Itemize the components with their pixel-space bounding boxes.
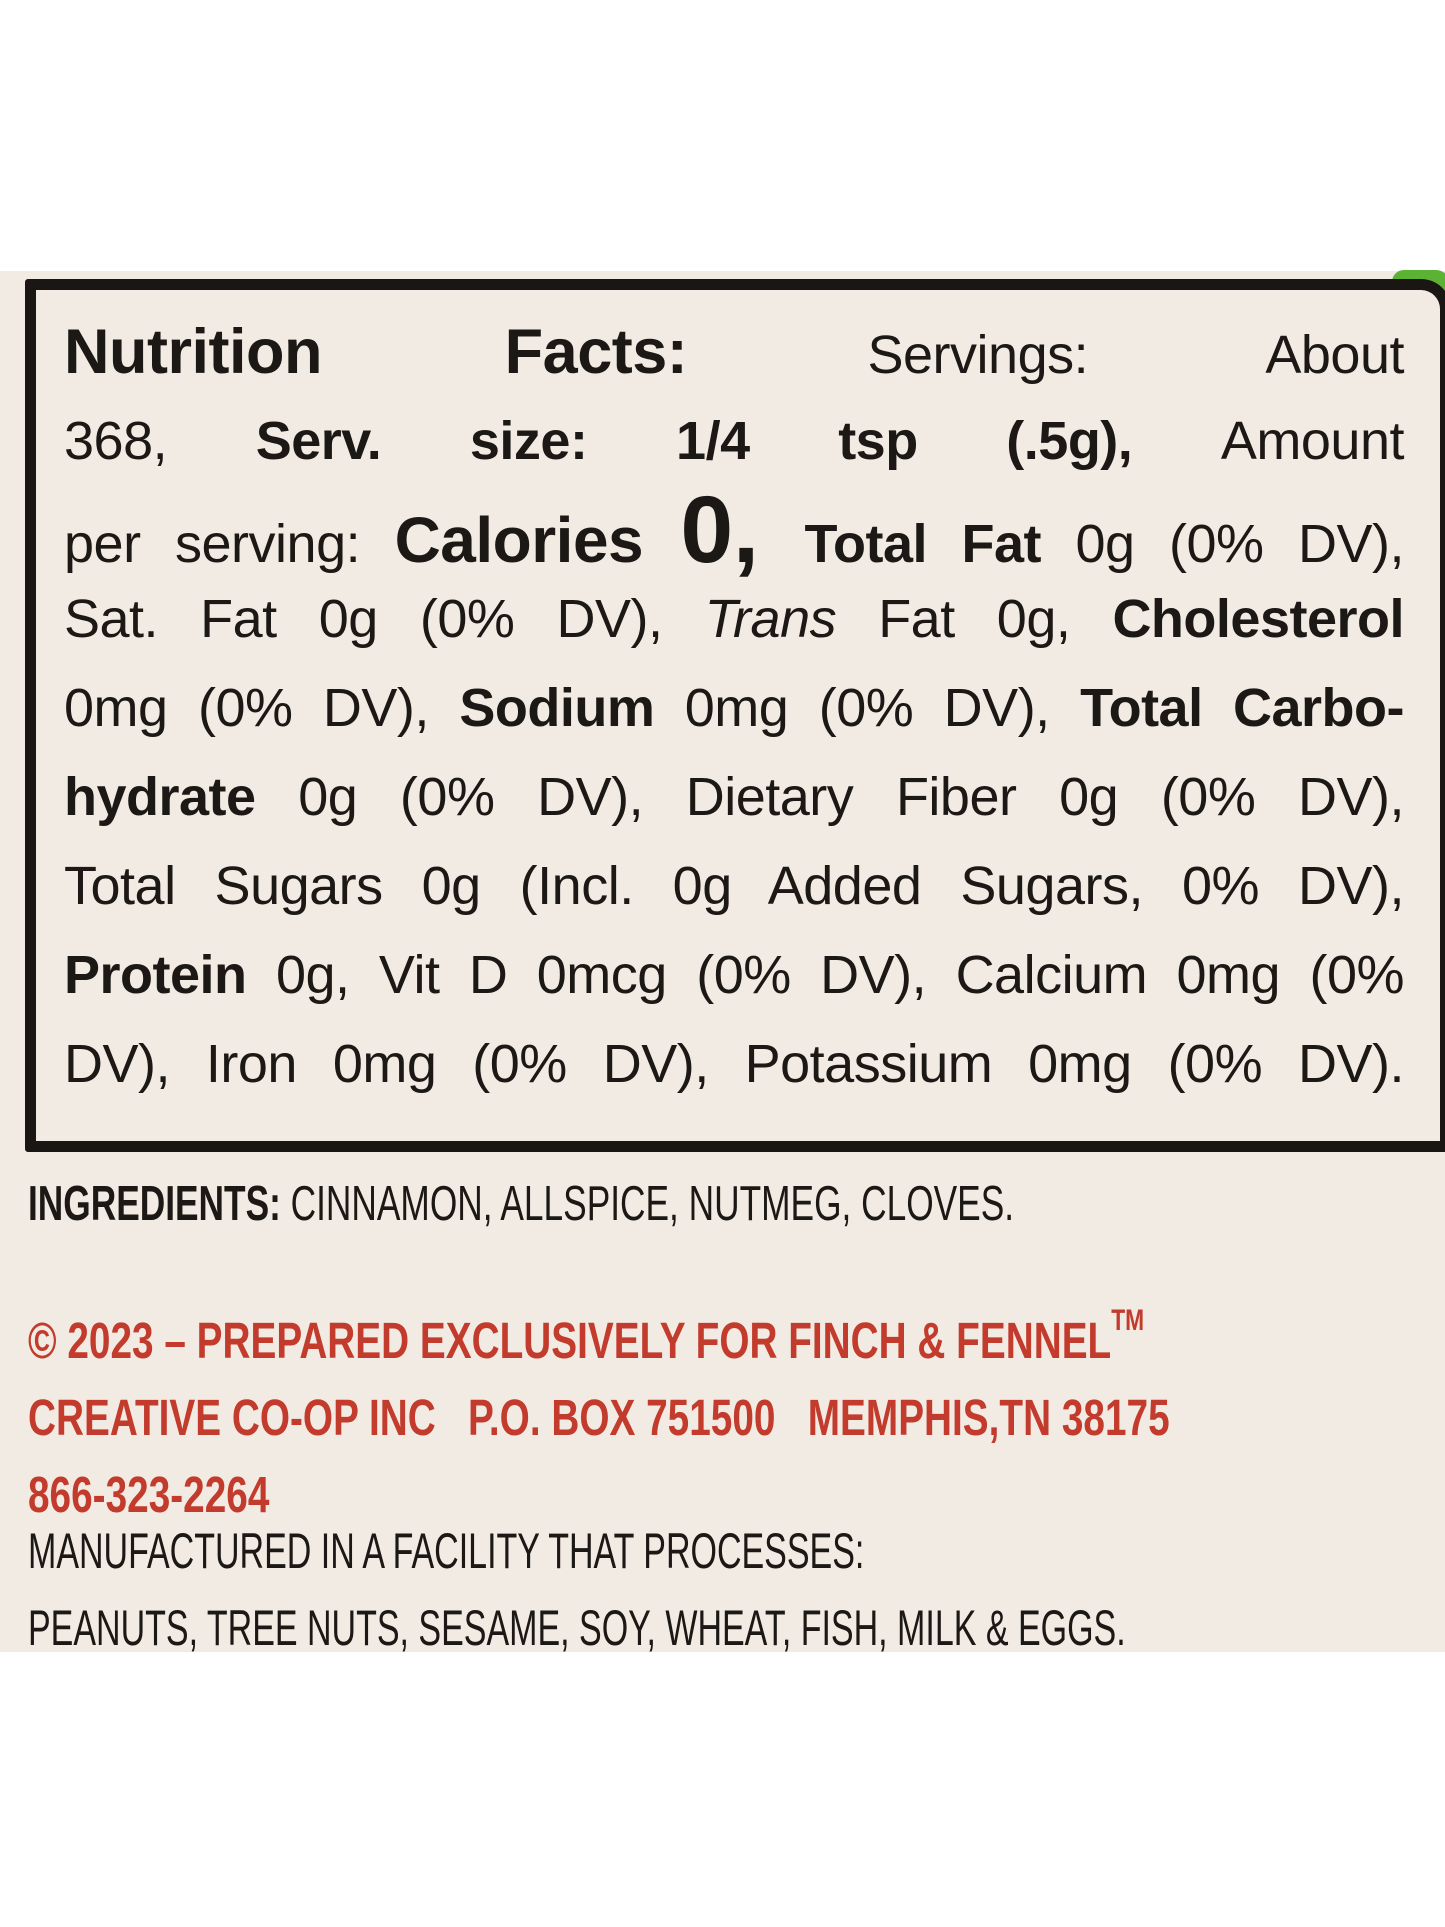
amount-text: Amount: [1220, 411, 1405, 471]
allergen-list: PEANUTS, TREE NUTS, SESAME, SOY, WHEAT, …: [28, 1600, 1126, 1656]
protein-label: Protein: [64, 945, 276, 1005]
protein-vitd-calcium-values: 0g, Vit D 0mcg (0% DV), Calcium 0mg (0%: [275, 945, 1405, 1005]
nutrition-line-5: 0mg (0% DV), Sodium 0mg (0% DV), Total C…: [64, 664, 1405, 753]
sat-fat-text: Sat. Fat 0g (0% DV),: [64, 589, 705, 649]
iron-potassium-values: DV), Iron 0mg (0% DV), Potassium 0mg (0%…: [64, 1034, 1405, 1094]
per-serving-text: per serving:: [64, 514, 395, 574]
allergen-line-1: MANUFACTURED IN A FACILITY THAT PROCESSE…: [28, 1513, 1445, 1590]
allergen-line-2: PEANUTS, TREE NUTS, SESAME, SOY, WHEAT, …: [28, 1590, 1445, 1667]
total-carb-label-part1: Total Carbo-: [1080, 678, 1405, 738]
nutrition-facts-title: Nutrition Facts:: [64, 317, 688, 387]
nutrition-line-9: DV), Iron 0mg (0% DV), Potassium 0mg (0%…: [64, 1020, 1405, 1109]
copyright-line-1: © 2023 – PREPARED EXCLUSIVELY FOR FINCH …: [28, 1282, 1445, 1379]
serving-size-text: Serv. size: 1/4 tsp (.5g),: [255, 411, 1221, 471]
sodium-value: 0mg (0% DV),: [654, 678, 1081, 738]
allergen-section: MANUFACTURED IN A FACILITY THAT PROCESSE…: [28, 1513, 1445, 1667]
nutrition-line-1: Nutrition Facts: Servings: About: [64, 308, 1404, 397]
ingredients-line: INGREDIENTS: CINNAMON, ALLSPICE, NUTMEG,…: [28, 1178, 1014, 1230]
calories-value: 0,: [680, 477, 805, 583]
trans-fat-value: Fat 0g,: [836, 589, 1113, 649]
nutrition-line-4: Sat. Fat 0g (0% DV), Trans Fat 0g, Chole…: [64, 575, 1404, 664]
nutrition-line-8: Protein 0g, Vit D 0mcg (0% DV), Calcium …: [64, 931, 1405, 1020]
ingredients-label: INGREDIENTS:: [28, 1177, 281, 1231]
nutrition-line-7: Total Sugars 0g (Incl. 0g Added Sugars, …: [64, 842, 1405, 931]
calories-label: Calories: [394, 504, 681, 576]
servings-text: Servings: About: [687, 325, 1405, 385]
carb-fiber-values: 0g (0% DV), Dietary Fiber 0g (0% DV),: [298, 767, 1404, 827]
trademark-symbol: TM: [1111, 1304, 1145, 1337]
copyright-text: © 2023 – PREPARED EXCLUSIVELY FOR FINCH …: [28, 1312, 1112, 1369]
ingredients-list: CINNAMON, ALLSPICE, NUTMEG, CLOVES.: [280, 1177, 1015, 1231]
copyright-line-1-text-wrap: © 2023 – PREPARED EXCLUSIVELY FOR FINCH …: [28, 1282, 1144, 1379]
copyright-section: © 2023 – PREPARED EXCLUSIVELY FOR FINCH …: [28, 1282, 1445, 1533]
total-fat-label: Total Fat: [804, 514, 1076, 574]
company-address: CREATIVE CO-OP INC P.O. BOX 751500 MEMPH…: [28, 1389, 1170, 1446]
nutrition-facts-panel: Nutrition Facts: Servings: About 368, Se…: [25, 279, 1445, 1152]
trans-italic: Trans: [704, 589, 837, 649]
copyright-line-3: 866-323-2264: [28, 1456, 1445, 1533]
facility-statement: MANUFACTURED IN A FACILITY THAT PROCESSE…: [28, 1523, 865, 1579]
servings-count: 368,: [64, 411, 256, 471]
total-fat-value: 0g (0% DV),: [1075, 514, 1404, 574]
phone-number: 866-323-2264: [28, 1466, 270, 1523]
nutrition-line-2: 368, Serv. size: 1/4 tsp (.5g), Amount: [64, 397, 1405, 486]
nutrition-line-3: per serving: Calories 0, Total Fat 0g (0…: [64, 483, 1404, 578]
nutrition-line-6: hydrate 0g (0% DV), Dietary Fiber 0g (0%…: [64, 753, 1404, 842]
ingredients-section: INGREDIENTS: CINNAMON, ALLSPICE, NUTMEG,…: [28, 1178, 1398, 1230]
copyright-line-2: CREATIVE CO-OP INC P.O. BOX 751500 MEMPH…: [28, 1379, 1445, 1456]
sodium-label: Sodium: [459, 678, 655, 738]
cholesterol-label: Cholesterol: [1112, 589, 1404, 649]
cholesterol-value: 0mg (0% DV),: [64, 678, 460, 738]
sugars-text: Total Sugars 0g (Incl. 0g Added Sugars, …: [64, 856, 1405, 916]
total-carb-label-part2: hydrate: [64, 767, 299, 827]
